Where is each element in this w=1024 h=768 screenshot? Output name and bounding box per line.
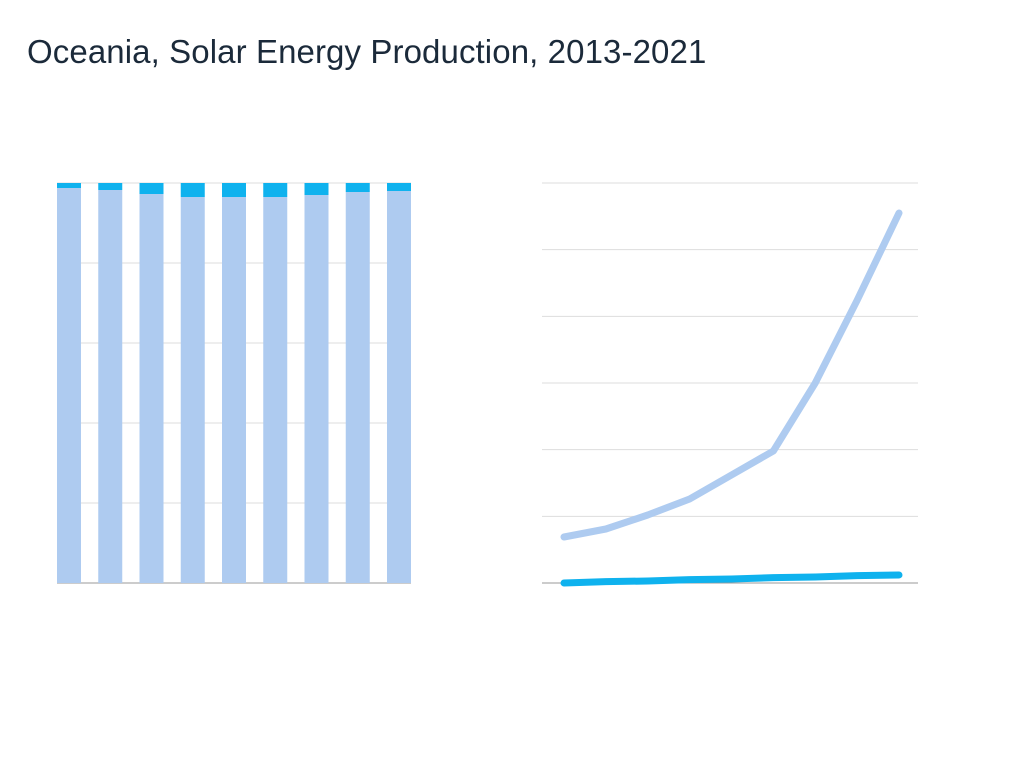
bar-segment-2016-s1 (180, 197, 205, 583)
bar-segment-2019-s2 (304, 183, 329, 195)
bar-segment-2015-s1 (139, 194, 164, 583)
bar-segment-2016-s2 (180, 183, 205, 197)
bar-segment-2015-s2 (139, 183, 164, 194)
bar-segment-2017-s2 (222, 183, 246, 197)
bar-segment-2014-s2 (98, 183, 123, 190)
bar-segment-2013-s2 (57, 183, 81, 188)
bar-segment-2018-s2 (263, 183, 288, 197)
line-series-2 (560, 571, 903, 587)
bar-segment-2018-s1 (263, 197, 288, 583)
bar-segment-2021-s2 (387, 183, 411, 191)
bar-segment-2014-s1 (98, 190, 123, 583)
chart-title: Oceania, Solar Energy Production, 2013-2… (27, 33, 707, 70)
line-series-1 (560, 209, 903, 541)
bar-segment-2017-s1 (222, 197, 246, 583)
bar-segment-2019-s1 (304, 195, 329, 583)
bar-segment-2013-s1 (57, 188, 81, 583)
bar-segment-2020-s2 (345, 183, 370, 192)
bar-segment-2020-s1 (345, 192, 370, 583)
bar-segment-2021-s1 (387, 191, 411, 583)
